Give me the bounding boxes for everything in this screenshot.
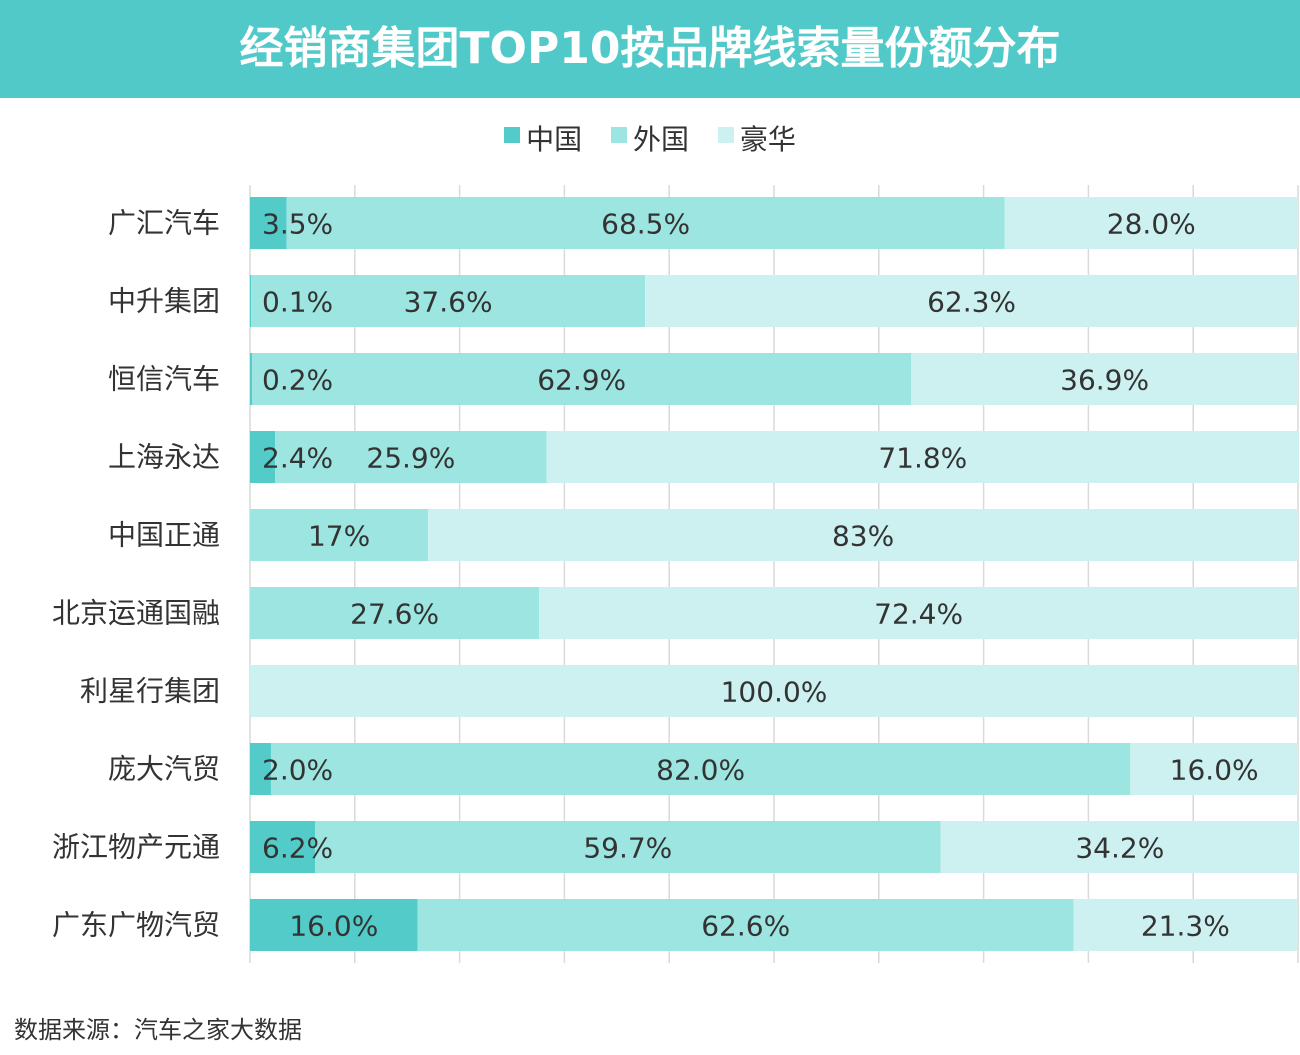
data-label: 34.2% [1075, 832, 1164, 865]
data-label: 62.3% [927, 286, 1016, 319]
legend-swatch-domestic [504, 127, 521, 143]
data-label: 68.5% [601, 208, 690, 241]
bar-segment [546, 431, 1300, 483]
bar-segment [940, 821, 1300, 873]
bar-segment [314, 821, 941, 873]
data-label: 2.4% [262, 442, 333, 475]
bar-segment [250, 275, 252, 327]
category-label: 恒信汽车 [108, 363, 220, 396]
data-label: 37.6% [404, 286, 493, 319]
bar-segment [539, 587, 1298, 639]
data-label: 82.0% [656, 754, 745, 787]
data-label: 16.0% [1170, 754, 1259, 787]
legend-label-luxury: 豪华 [739, 123, 796, 156]
data-label: 62.6% [701, 910, 790, 943]
data-label: 72.4% [874, 598, 963, 631]
bar-segment [250, 431, 276, 483]
bar-segment [252, 353, 912, 405]
data-label: 21.3% [1141, 910, 1230, 943]
bar-segment [1004, 197, 1298, 249]
bar-segment [250, 821, 315, 873]
data-label: 25.9% [366, 442, 455, 475]
data-label: 0.1% [262, 286, 333, 319]
category-label: 中升集团 [108, 285, 220, 318]
bar-segment [270, 743, 1131, 795]
category-label: 广东广物汽贸 [52, 909, 220, 942]
legend-label-domestic: 中国 [526, 123, 583, 156]
legend-item-foreign: 外国 [610, 118, 689, 158]
bar-segment [250, 665, 1298, 717]
data-label: 100.0% [721, 676, 828, 709]
bar-segment [1130, 743, 1298, 795]
bar-segment [250, 197, 287, 249]
data-label: 3.5% [262, 208, 333, 241]
category-label: 中国正通 [108, 519, 220, 552]
bar-segment [250, 509, 429, 561]
bar-segment [1073, 899, 1297, 951]
data-label: 27.6% [350, 598, 439, 631]
data-label: 2.0% [262, 754, 333, 787]
bar-segment [286, 197, 1005, 249]
data-label: 0.2% [262, 364, 333, 397]
category-label: 上海永达 [108, 441, 220, 474]
bar-segment [250, 899, 418, 951]
bar-segment [428, 509, 1298, 561]
data-label: 16.0% [289, 910, 378, 943]
category-label: 利星行集团 [80, 675, 220, 708]
bar-segment [417, 899, 1074, 951]
category-label: 广汇汽车 [108, 207, 220, 240]
legend-swatch-foreign [610, 127, 627, 143]
data-label: 28.0% [1107, 208, 1196, 241]
legend-item-domestic: 中国 [504, 118, 582, 158]
data-label: 17% [308, 520, 370, 553]
bar-segment [250, 353, 253, 405]
legend: 中国 外国 豪华 [0, 118, 1300, 158]
data-label: 71.8% [878, 442, 967, 475]
category-label: 北京运通国融 [52, 597, 220, 630]
data-label: 83% [832, 520, 894, 553]
data-label: 59.7% [583, 832, 672, 865]
bar-segment [645, 275, 1298, 327]
category-label: 庞大汽贸 [108, 753, 220, 786]
stacked-bar-chart: 广汇汽车 3.5% 68.5% 28.0% 中升集团 0.1% 37.6% 62.3% 恒信汽车… [52, 185, 1300, 963]
bar-segment [251, 275, 646, 327]
bar-segment [275, 431, 547, 483]
bar-segment [250, 587, 540, 639]
bar-segment [911, 353, 1298, 405]
bar-segment [250, 743, 271, 795]
data-source-note: 数据来源：汽车之家大数据 [14, 1016, 302, 1044]
legend-swatch-luxury [717, 127, 734, 143]
legend-item-luxury: 豪华 [717, 118, 796, 158]
data-label: 36.9% [1060, 364, 1149, 397]
data-label: 62.9% [537, 364, 626, 397]
chart-title: 经销商集团TOP10按品牌线索量份额分布 [0, 0, 1300, 98]
category-label: 浙江物产元通 [52, 831, 220, 864]
data-label: 6.2% [262, 832, 333, 865]
legend-label-foreign: 外国 [632, 123, 689, 156]
